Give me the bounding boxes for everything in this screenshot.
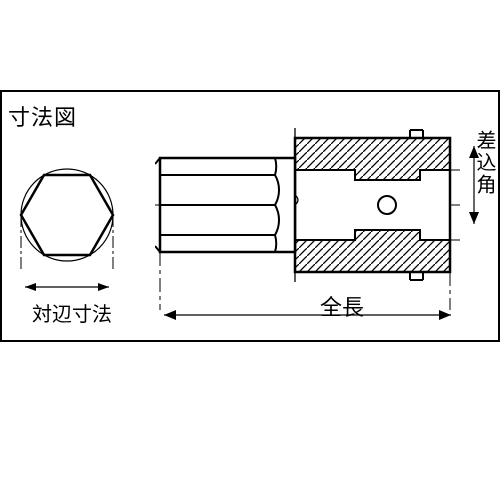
- socket-side-view: [155, 120, 460, 290]
- hex-end-view: [12, 160, 122, 270]
- diagram-title: 寸法図: [8, 100, 77, 132]
- length-dimension-arrows: [160, 300, 455, 330]
- hex-dimension-arrows: [22, 275, 112, 299]
- square-drive-dimension-label: 差込角: [470, 130, 499, 196]
- canvas: 寸法図 対辺寸法: [0, 0, 500, 500]
- length-dimension-label: 全長: [320, 290, 364, 322]
- hex-dimension-label: 対辺寸法: [22, 298, 122, 327]
